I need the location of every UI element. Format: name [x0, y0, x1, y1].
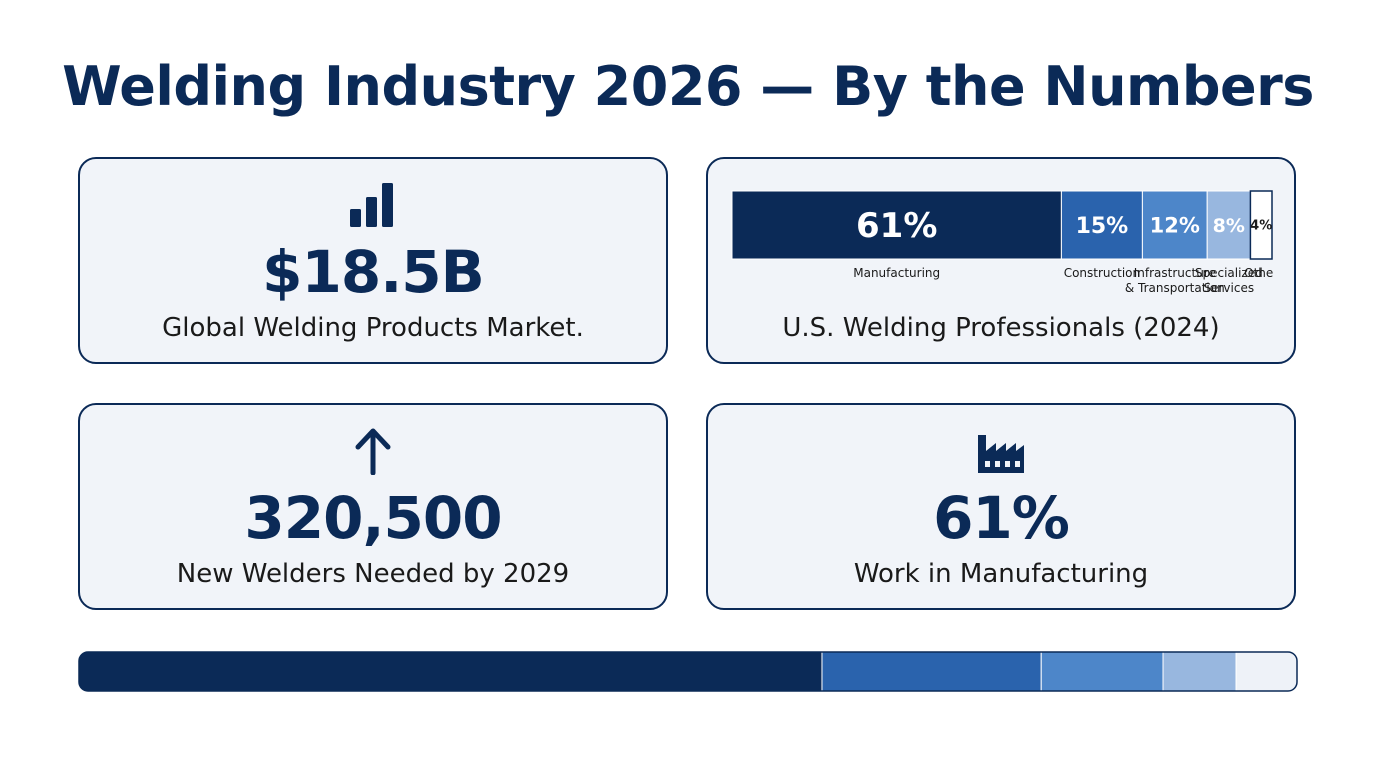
arrow-up-icon — [355, 428, 391, 475]
professionals-split-caption: U.S. Welding Professionals (2024) — [782, 313, 1220, 343]
market-size-caption: Global Welding Products Market. — [162, 313, 584, 343]
manufacturing-share-value: 61% — [933, 484, 1070, 552]
bottom-bar-segment — [79, 652, 823, 691]
split-bar-segment — [1060, 190, 1143, 260]
bottom-bar-segment — [821, 652, 1042, 691]
split-bar-segment — [731, 190, 1062, 260]
manufacturing-share-caption: Work in Manufacturing — [853, 559, 1149, 589]
split-bar-segment — [1141, 190, 1208, 260]
split-bar-segment — [1249, 190, 1273, 260]
split-value-label: 4% — [1250, 219, 1272, 234]
split-value-label: 61% — [856, 206, 937, 246]
bottom-bar-segment — [1040, 652, 1164, 691]
bottom-bar-segment — [1235, 652, 1297, 691]
split-category-label: Construction — [1064, 266, 1140, 280]
professionals-split-card: 61% Manufacturing 15% Construction 12% Infras… — [706, 157, 1296, 364]
new-welders-caption: New Welders Needed by 2029 — [176, 559, 570, 589]
market-size-card: $18.5B Global Welding Products Market. — [78, 157, 668, 364]
page-title: Welding Industry 2026 — By the Numbers — [62, 55, 1314, 118]
new-welders-card: 320,500 New Welders Needed by 2029 — [78, 403, 668, 610]
split-category-label: Other — [1244, 266, 1274, 280]
split-value-label: 12% — [1150, 214, 1200, 238]
split-category-label: Specialized Services — [1195, 266, 1263, 295]
bottom-proportion-bar — [78, 651, 1298, 692]
split-category-label: Manufacturing — [853, 266, 940, 280]
manufacturing-share-card: 61% Work in Manufacturing — [706, 403, 1296, 610]
industry-split-chart: 61% Manufacturing 15% Construction 12% Infras… — [730, 189, 1274, 307]
split-value-label: 8% — [1213, 215, 1245, 237]
split-value-label: 15% — [1076, 214, 1129, 239]
bar-chart-icon — [350, 183, 393, 227]
split-category-label: Infrastructure & Transportation — [1125, 266, 1225, 295]
market-size-value: $18.5B — [262, 238, 485, 306]
bottom-bar-segment — [1162, 652, 1237, 691]
new-welders-value: 320,500 — [244, 484, 502, 552]
bottom-bar-outline — [78, 651, 1298, 692]
split-bar-segment — [1206, 190, 1251, 260]
factory-icon — [978, 435, 1024, 473]
